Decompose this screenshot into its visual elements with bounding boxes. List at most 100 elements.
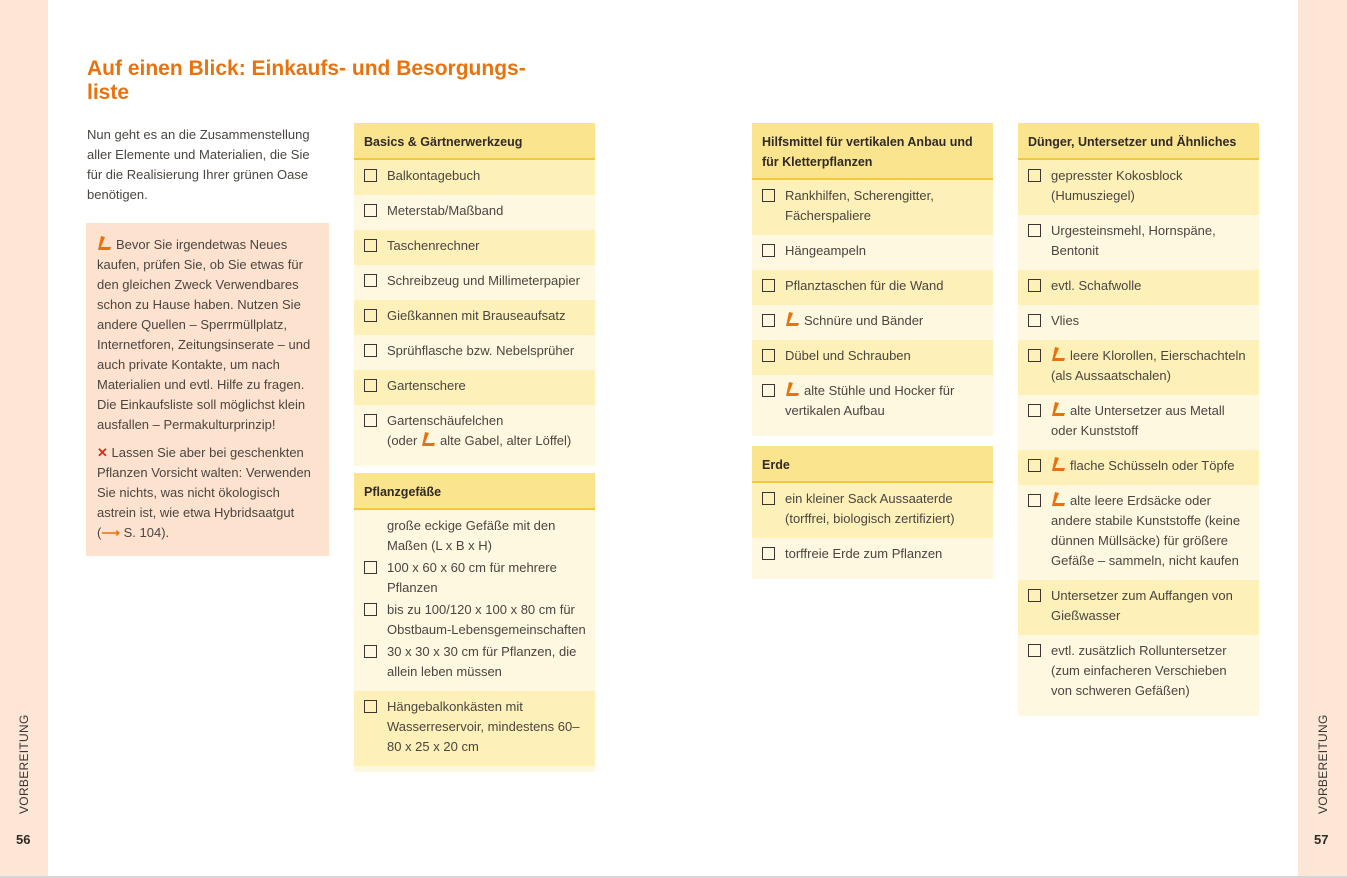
list-duenger: Dünger, Untersetzer und Ähnliches gepress… xyxy=(1018,123,1259,716)
checkbox[interactable] xyxy=(762,314,775,327)
checkbox[interactable] xyxy=(1028,459,1041,472)
item-text: Hängebalkonkästen mit Wasserreservoir, m… xyxy=(387,699,580,754)
list-row: ein kleiner Sack Aussaaterde (torffrei, … xyxy=(752,483,993,538)
item-text-wrap: Gartenschäufelchen (oder alte Gabel, alte… xyxy=(387,411,571,451)
checkbox[interactable] xyxy=(1028,169,1041,182)
intro-text: Nun geht es an die Zusammenstellung alle… xyxy=(87,127,310,202)
orange-reuse-icon xyxy=(421,432,435,446)
checkbox[interactable] xyxy=(762,492,775,505)
list-row: Gießkannen mit Brauseaufsatz xyxy=(354,300,595,335)
checklist-item: Schreibzeug und Millimeterpapier xyxy=(364,271,587,291)
checkbox[interactable] xyxy=(1028,404,1041,417)
item-text: leere Klorollen, Eierschachteln (als Aus… xyxy=(1051,348,1246,383)
checkbox[interactable] xyxy=(762,349,775,362)
item-text-wrap: Taschenrechner xyxy=(387,236,480,256)
checkbox[interactable] xyxy=(1028,349,1041,362)
checkbox[interactable] xyxy=(364,309,377,322)
checkbox[interactable] xyxy=(1028,494,1041,507)
item-text-wrap: Untersetzer zum Auffangen von Gießwasser xyxy=(1051,586,1251,626)
list-pflanzgefaesse: Pflanzgefäße große eckige Gefäße mit den … xyxy=(354,473,595,772)
list-basics: Basics & Gärtnerwerkzeug Balkontagebuch Me… xyxy=(354,123,595,466)
item-text-wrap: Balkontagebuch xyxy=(387,166,480,186)
checkbox[interactable] xyxy=(762,189,775,202)
checkbox[interactable] xyxy=(762,384,775,397)
checkbox[interactable] xyxy=(364,414,377,427)
checkbox[interactable] xyxy=(762,244,775,257)
checkbox[interactable] xyxy=(364,603,377,616)
checkbox[interactable] xyxy=(1028,314,1041,327)
checkbox[interactable] xyxy=(364,204,377,217)
item-text-wrap: Urgesteinsmehl, Hornspäne, Bentonit xyxy=(1051,221,1251,261)
checkbox[interactable] xyxy=(364,379,377,392)
item-text-wrap: Hängeampeln xyxy=(785,241,866,261)
item-text-wrap: Schnüre und Bänder xyxy=(785,311,923,331)
page-reference-link[interactable]: S. 104). xyxy=(123,525,170,540)
list-row: Gartenschere xyxy=(354,370,595,405)
item-text: Schreibzeug und Millimeterpapier xyxy=(387,273,580,288)
list-footer xyxy=(354,766,595,772)
list-hilfsmittel: Hilfsmittel für vertikalen Anbau und für… xyxy=(752,123,993,436)
list-row: Vlies xyxy=(1018,305,1259,340)
item-text: ein kleiner Sack Aussaaterde (torffrei, … xyxy=(785,491,955,526)
checkbox[interactable] xyxy=(364,700,377,713)
title-line: liste xyxy=(87,81,130,104)
checklist-item: evtl. Schafwolle xyxy=(1028,276,1251,296)
checkbox[interactable] xyxy=(762,547,775,560)
checklist-item: Meterstab/Maßband xyxy=(364,201,587,221)
checklist-item: Hängeampeln xyxy=(762,241,985,261)
checkbox[interactable] xyxy=(364,561,377,574)
checkbox[interactable] xyxy=(1028,644,1041,657)
checkbox[interactable] xyxy=(1028,224,1041,237)
checklist-item: Gießkannen mit Brauseaufsatz xyxy=(364,306,587,326)
item-text: Gießkannen mit Brauseaufsatz xyxy=(387,308,566,323)
checklist-item: Hängebalkonkästen mit Wasserreservoir, m… xyxy=(364,697,587,757)
checkbox[interactable] xyxy=(364,645,377,658)
item-subtext: alte Gabel, alter Löffel) xyxy=(439,433,572,448)
list-footer xyxy=(752,573,993,579)
list-row: Sprühflasche bzw. Nebelsprüher xyxy=(354,335,595,370)
checklist-item: Untersetzer zum Auffangen von Gießwasser xyxy=(1028,586,1251,626)
title-line: Auf einen Blick: Einkaufs- und Besorgung… xyxy=(87,57,526,80)
checklist-item: 30 x 30 x 30 cm für Pflanzen, die allein… xyxy=(364,642,587,682)
checkbox[interactable] xyxy=(762,279,775,292)
item-text-wrap: große eckige Gefäße mit den Maßen (L x B… xyxy=(387,516,587,556)
list-row: evtl. zusätzlich Rolluntersetzer (zum ei… xyxy=(1018,635,1259,710)
item-text-wrap: alte leere Erdsäcke oder andere stabile … xyxy=(1051,491,1251,571)
checkbox[interactable] xyxy=(364,169,377,182)
checklist-item: Gartenschere xyxy=(364,376,587,396)
checkbox[interactable] xyxy=(1028,279,1041,292)
checkbox[interactable] xyxy=(364,344,377,357)
checkbox[interactable] xyxy=(364,239,377,252)
item-text: Untersetzer zum Auffangen von Gießwasser xyxy=(1051,588,1233,623)
item-text: Dübel und Schrauben xyxy=(785,348,911,363)
item-text-wrap: Meterstab/Maßband xyxy=(387,201,503,221)
list-row: Dübel und Schrauben xyxy=(752,340,993,375)
list-row: torffreie Erde zum Pflanzen xyxy=(752,538,993,573)
checklist-item: torffreie Erde zum Pflanzen xyxy=(762,544,985,564)
item-text-wrap: Gießkannen mit Brauseaufsatz xyxy=(387,306,565,326)
list-row: alte Untersetzer aus Metall oder Kunstst… xyxy=(1018,395,1259,450)
list-footer xyxy=(752,430,993,436)
orange-reuse-icon xyxy=(1052,347,1065,361)
checklist-item: flache Schüsseln oder Töpfe xyxy=(1028,456,1251,476)
item-text-wrap: evtl. zusätzlich Rolluntersetzer (zum ei… xyxy=(1051,641,1251,701)
item-text-wrap: Pflanztaschen für die Wand xyxy=(785,276,944,296)
checkbox[interactable] xyxy=(364,274,377,287)
list-header: Erde xyxy=(752,446,993,483)
page-number-left: 56 xyxy=(16,832,31,847)
page-bottom-edge xyxy=(0,876,1347,878)
item-text-wrap: leere Klorollen, Eierschachteln (als Aus… xyxy=(1051,346,1251,386)
tip-recycle-text: Bevor Sie irgendetwas Neues kaufen, prüf… xyxy=(97,237,311,432)
checklist-item: leere Klorollen, Eierschachteln (als Aus… xyxy=(1028,346,1251,386)
checklist-item: alte leere Erdsäcke oder andere stabile … xyxy=(1028,491,1251,571)
list-row: Schreibzeug und Millimeterpapier xyxy=(354,265,595,300)
page-title: Auf einen Blick: Einkaufs- und Besorgung… xyxy=(87,57,607,105)
checklist-item: Taschenrechner xyxy=(364,236,587,256)
item-text-wrap: bis zu 100/120 x 100 x 80 cm für Obstbau… xyxy=(387,600,587,640)
item-text: Meterstab/Maßband xyxy=(387,203,504,218)
checklist-item: alte Stühle und Hocker für vertikalen Au… xyxy=(762,381,985,421)
item-text: evtl. Schafwolle xyxy=(1051,278,1142,293)
item-text: Hängeampeln xyxy=(785,243,866,258)
checkbox[interactable] xyxy=(1028,589,1041,602)
checklist-item: Dübel und Schrauben xyxy=(762,346,985,366)
